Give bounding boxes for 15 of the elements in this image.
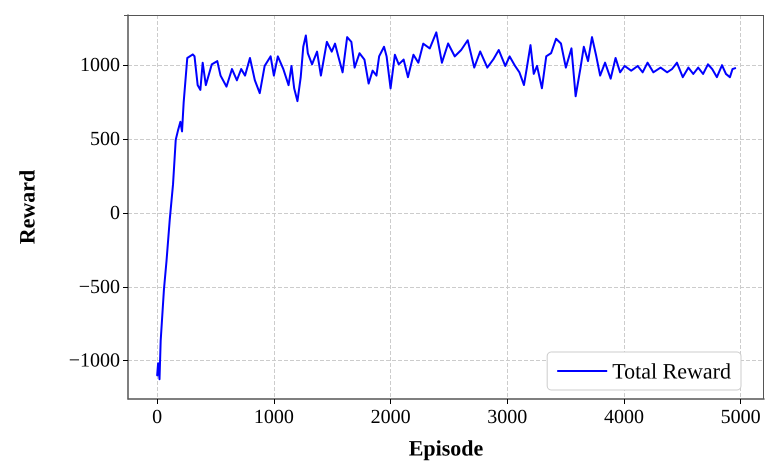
legend-label: Total Reward (612, 358, 732, 384)
y-tick-label: −1000 (68, 350, 120, 372)
y-tick-label: 1000 (80, 54, 120, 76)
x-tick-label: 2000 (370, 406, 411, 428)
x-tick-label: 0 (152, 406, 162, 428)
y-tick-label: 0 (110, 202, 120, 224)
x-tick-label: 1000 (254, 406, 294, 428)
x-tick-label: 3000 (487, 406, 528, 428)
y-tick-label: −500 (78, 276, 120, 298)
x-tick-label: 4000 (604, 406, 644, 428)
y-axis-title: Reward (14, 170, 40, 244)
x-tick-label: 5000 (720, 406, 761, 428)
line-series (156, 31, 736, 380)
x-axis-title: Episode (408, 436, 484, 460)
y-tick-label: 500 (90, 128, 120, 150)
